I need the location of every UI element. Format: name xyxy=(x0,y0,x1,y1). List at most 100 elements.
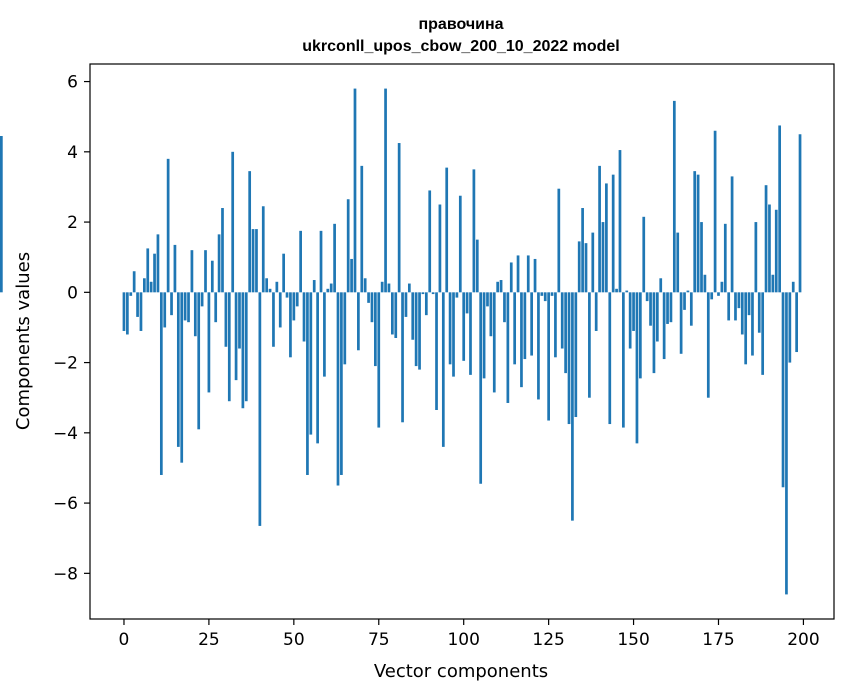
bar xyxy=(418,292,421,370)
bar xyxy=(564,292,567,374)
bar xyxy=(533,258,537,293)
bar xyxy=(200,292,204,307)
bar xyxy=(363,278,367,293)
bar xyxy=(132,271,136,293)
bar-series xyxy=(0,88,802,595)
bar xyxy=(577,241,581,293)
bar xyxy=(204,250,207,293)
bar xyxy=(156,234,160,293)
bar xyxy=(384,88,387,293)
y-tick-label: −8 xyxy=(53,564,78,584)
bar xyxy=(557,188,561,293)
bar xyxy=(329,283,333,293)
bar xyxy=(686,290,690,293)
y-axis-ticks: −8 −6 −4 −2 0 2 4 6 xyxy=(53,73,90,584)
bar xyxy=(224,292,228,347)
bar xyxy=(394,292,398,338)
bar xyxy=(635,292,639,444)
bar xyxy=(452,292,455,377)
bar xyxy=(727,292,731,321)
bar xyxy=(353,88,357,293)
bar xyxy=(496,281,500,293)
bar xyxy=(503,292,506,323)
bar xyxy=(214,292,218,323)
bar xyxy=(319,230,323,293)
bar xyxy=(217,234,221,293)
bar xyxy=(146,248,150,293)
bar xyxy=(139,292,143,331)
bar xyxy=(798,134,802,293)
bar xyxy=(499,280,503,293)
bar xyxy=(333,223,336,293)
bar xyxy=(530,292,534,356)
bar xyxy=(370,292,374,323)
bar xyxy=(343,292,347,365)
bar xyxy=(326,288,330,293)
bar xyxy=(149,281,153,293)
bar xyxy=(543,292,547,302)
bar xyxy=(482,292,486,379)
bar xyxy=(187,292,190,323)
bar xyxy=(655,292,659,342)
bar xyxy=(248,171,252,293)
bar xyxy=(261,206,265,293)
bar xyxy=(666,292,669,324)
bar xyxy=(584,243,588,293)
bar xyxy=(581,208,584,293)
bar xyxy=(231,151,235,293)
bar xyxy=(723,223,727,293)
bar xyxy=(210,260,214,293)
bar xyxy=(700,222,703,293)
bar xyxy=(537,292,540,400)
bar xyxy=(540,292,544,296)
bar xyxy=(574,292,578,418)
bar xyxy=(431,292,435,295)
bar xyxy=(550,292,554,296)
bar xyxy=(390,292,394,335)
bar xyxy=(594,292,598,331)
y-tick-label: 2 xyxy=(67,213,78,233)
bar xyxy=(591,232,595,293)
bar xyxy=(672,100,676,293)
bar xyxy=(737,292,741,309)
bar xyxy=(771,274,775,293)
x-axis-label: Vector components xyxy=(374,661,548,682)
plot-area-frame xyxy=(89,63,835,620)
bar xyxy=(0,136,3,293)
bar xyxy=(506,292,510,403)
bar xyxy=(163,292,167,328)
bar xyxy=(380,281,384,293)
bar xyxy=(255,229,258,293)
bar xyxy=(448,292,452,365)
bar xyxy=(747,292,751,316)
bar xyxy=(754,222,758,293)
y-axis-label: Components values xyxy=(13,252,34,430)
x-tick-label: 100 xyxy=(447,630,479,650)
bar xyxy=(465,292,469,314)
bar xyxy=(183,292,187,321)
bar xyxy=(492,292,496,393)
bar xyxy=(234,292,238,381)
bar xyxy=(306,292,309,475)
bar xyxy=(278,292,282,328)
bar xyxy=(251,229,255,293)
bar xyxy=(166,158,170,293)
bar xyxy=(265,278,269,293)
bar xyxy=(272,292,275,347)
bar xyxy=(458,195,462,293)
y-tick-label: −2 xyxy=(53,354,78,374)
bar xyxy=(601,222,605,293)
bar xyxy=(411,292,415,340)
bar xyxy=(560,292,564,349)
bar xyxy=(142,278,146,293)
y-tick-label: 4 xyxy=(67,143,78,163)
bar xyxy=(350,258,353,293)
bar xyxy=(336,292,340,486)
chart-title: правочина xyxy=(418,16,503,33)
bar xyxy=(268,288,272,293)
bar xyxy=(778,125,782,293)
bar xyxy=(632,292,635,331)
bar xyxy=(340,292,343,475)
bar xyxy=(516,255,520,293)
bar xyxy=(689,292,693,326)
